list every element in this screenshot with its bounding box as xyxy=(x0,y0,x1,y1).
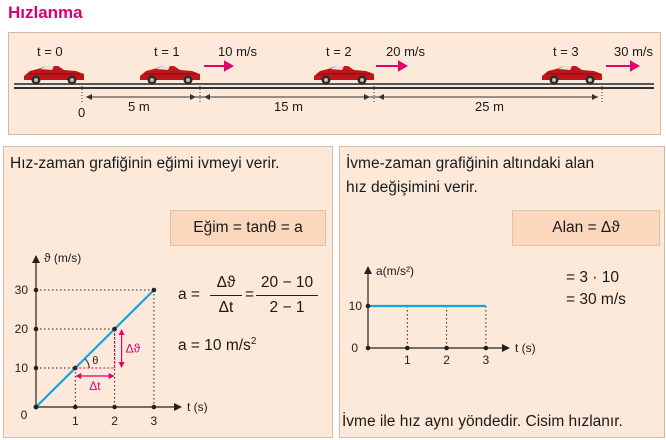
formula-a: a = xyxy=(178,286,200,303)
data-point xyxy=(112,326,117,332)
formula-result: a = 10 m/s2 xyxy=(178,336,257,355)
calc-line2: = 30 m/s xyxy=(566,291,626,308)
dt-arrowhead xyxy=(108,373,115,379)
dv-label: Δϑ xyxy=(126,342,141,356)
x-tick-dot xyxy=(151,404,157,410)
vt-xlabel: t (s) xyxy=(187,400,208,414)
at-xlabel: t (s) xyxy=(515,341,536,355)
right-footer: İvme ile hız aynı yöndedir. Cisim hızlan… xyxy=(342,413,623,430)
dv-arrowhead xyxy=(118,329,125,335)
left-heading: Hız-zaman grafiğinin eğimi ivmeyi verir. xyxy=(10,155,280,172)
velocity-time-panel xyxy=(3,146,333,438)
formula-den2: 2 − 1 xyxy=(269,299,305,316)
y-tick-label: 10 xyxy=(349,299,363,313)
time-label: t = 1 xyxy=(154,44,180,59)
x-tick-dot xyxy=(444,345,449,351)
x-tick-label: 3 xyxy=(151,414,158,428)
x-tick-label: 3 xyxy=(483,353,490,367)
velocity-arrow xyxy=(204,60,235,72)
fraction-bar xyxy=(210,295,242,296)
x-tick-label: 2 xyxy=(443,353,450,367)
y-tick-dot xyxy=(33,287,39,293)
x-tick-dot xyxy=(73,404,78,410)
dt-arrowhead xyxy=(75,373,82,379)
time-label: t = 0 xyxy=(37,44,63,59)
x-tick-dot xyxy=(365,345,371,351)
page-title: Hızlanma xyxy=(8,3,83,22)
distance-label: 25 m xyxy=(475,99,504,114)
y-tick-dot xyxy=(33,365,39,371)
area-formula: Alan = Δϑ xyxy=(552,219,620,236)
y-tick-label: 0 xyxy=(351,341,358,355)
x-tick-label: 1 xyxy=(404,353,411,367)
slope-formula: Eğim = tanθ = a xyxy=(193,219,303,236)
time-label: t = 2 xyxy=(326,44,352,59)
y-tick-dot xyxy=(33,404,39,410)
x-tick-dot xyxy=(405,345,410,351)
x-tick-label: 1 xyxy=(72,414,79,428)
y-tick-label: 20 xyxy=(15,322,29,336)
at-ylabel: a(m/s²) xyxy=(376,264,414,278)
velocity-arrow xyxy=(606,60,641,72)
fraction-bar xyxy=(256,295,318,296)
motion-diagram xyxy=(14,60,654,104)
origin-tick-label: 0 xyxy=(21,408,28,422)
formula-num1: Δϑ xyxy=(216,274,236,291)
theta-label: θ xyxy=(92,355,98,367)
y-tick-dot xyxy=(33,326,39,332)
distance-label: 5 m xyxy=(128,99,150,114)
origin-label: 0 xyxy=(78,105,86,120)
x-tick-label: 2 xyxy=(111,414,118,428)
dt-label: Δt xyxy=(89,379,101,393)
right-heading-line1: İvme-zaman grafiğinin altındaki alan xyxy=(346,155,595,172)
formula-eq: = xyxy=(245,286,255,303)
velocity-arrow xyxy=(376,60,409,72)
x-tick-dot xyxy=(112,404,117,410)
speed-label: 10 m/s xyxy=(218,44,258,59)
distance-label: 15 m xyxy=(274,99,303,114)
y-tick-dot xyxy=(365,303,371,309)
area-formula-box: Alan = Δϑ xyxy=(512,210,660,246)
right-heading-line2: hız değişimini verir. xyxy=(346,179,478,196)
slope-formula-box: Eğim = tanθ = a xyxy=(170,210,326,246)
formula-den1: Δt xyxy=(218,299,234,316)
time-label: t = 3 xyxy=(553,44,579,59)
velocity-series-line xyxy=(35,289,155,408)
dv-arrowhead xyxy=(118,362,125,368)
speed-label: 20 m/s xyxy=(386,44,426,59)
y-tick-label: 30 xyxy=(15,283,29,297)
x-tick-dot xyxy=(483,345,489,351)
data-point xyxy=(151,287,157,293)
vt-ylabel: ϑ (m/s) xyxy=(44,251,82,265)
y-tick-label: 10 xyxy=(15,361,29,375)
formula-num2: 20 − 10 xyxy=(260,274,314,291)
calc-line1: = 3 · 10 xyxy=(566,269,619,286)
theta-arc xyxy=(84,358,90,369)
speed-label: 30 m/s xyxy=(614,44,654,59)
acceleration-time-panel xyxy=(339,146,665,438)
